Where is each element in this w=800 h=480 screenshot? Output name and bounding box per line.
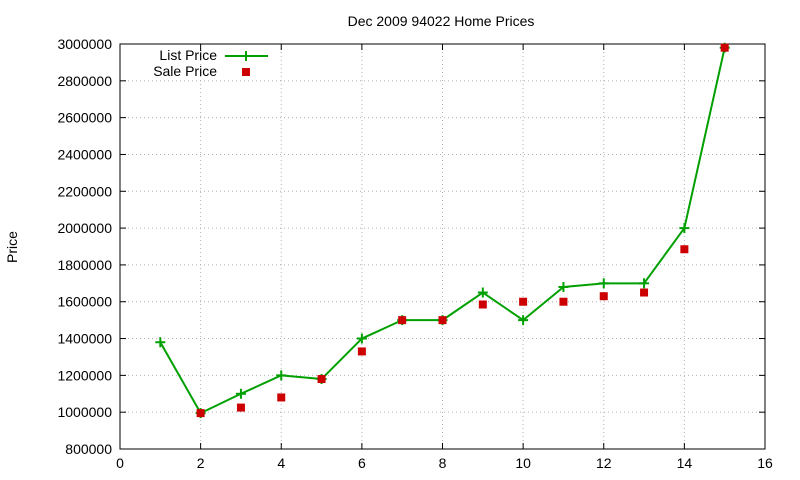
x-tick-label: 14	[677, 455, 693, 471]
sale-price-point	[680, 245, 689, 254]
list-price-line	[159, 47, 726, 415]
series-list-price	[155, 42, 730, 419]
sale-price-point	[277, 393, 286, 402]
sale-price-point	[317, 375, 326, 384]
list-price-point	[276, 370, 287, 381]
x-tick-label: 16	[757, 455, 773, 471]
list-price-point	[235, 388, 246, 399]
list-price-point	[518, 315, 529, 326]
y-tick-label: 1200000	[57, 367, 112, 383]
list-price-point	[477, 287, 488, 298]
y-axis-label: Price	[4, 231, 20, 263]
list-price-point	[558, 282, 569, 292]
series-sale-price	[196, 43, 729, 418]
sale-price-point	[599, 292, 608, 301]
sale-price-point	[398, 316, 407, 325]
y-tick-label: 3000000	[57, 36, 112, 52]
y-tick-label: 2200000	[57, 183, 112, 199]
sale-price-point	[519, 297, 528, 306]
list-price-point	[598, 278, 609, 289]
list-price-point	[356, 333, 367, 344]
sale-price-point	[357, 347, 366, 356]
y-tick-label: 2400000	[57, 146, 112, 162]
chart-title: Dec 2009 94022 Home Prices	[348, 13, 535, 29]
sale-price-point	[478, 300, 487, 309]
y-tick-label: 1000000	[57, 404, 112, 420]
legend-label-sale-price: Sale Price	[153, 63, 217, 79]
sale-price-point	[720, 43, 729, 52]
y-tick-label: 1600000	[57, 294, 112, 310]
x-axis: 0 2 4 6 8 10 12 14 16	[116, 44, 773, 471]
y-axis: 800000 1000000 1200000 1400000 1600000 180000…	[57, 36, 765, 457]
y-tick-label: 2600000	[57, 110, 112, 126]
sale-price-point	[438, 316, 447, 325]
y-tick-label: 2000000	[57, 220, 112, 236]
x-tick-label: 0	[116, 455, 124, 471]
y-tick-label: 1400000	[57, 331, 112, 347]
legend-marker-list-price	[241, 51, 251, 61]
list-price-point	[679, 223, 690, 234]
y-tick-label: 2800000	[57, 73, 112, 89]
grid	[120, 44, 765, 449]
legend: List Price Sale Price	[153, 47, 268, 79]
y-tick-label: 800000	[65, 441, 112, 457]
x-tick-label: 10	[515, 455, 531, 471]
sale-price-point	[640, 288, 649, 297]
list-price-point	[155, 337, 166, 348]
sale-price-point	[559, 297, 568, 306]
sale-price-point	[236, 403, 245, 412]
legend-label-list-price: List Price	[159, 47, 217, 63]
x-tick-label: 8	[439, 455, 447, 471]
x-tick-label: 6	[358, 455, 366, 471]
sale-price-point	[196, 409, 205, 418]
x-tick-label: 12	[596, 455, 612, 471]
list-price-point	[639, 278, 650, 289]
legend-marker-sale-price	[242, 68, 250, 76]
x-tick-label: 4	[277, 455, 285, 471]
y-tick-label: 1800000	[57, 257, 112, 273]
x-tick-label: 2	[197, 455, 205, 471]
